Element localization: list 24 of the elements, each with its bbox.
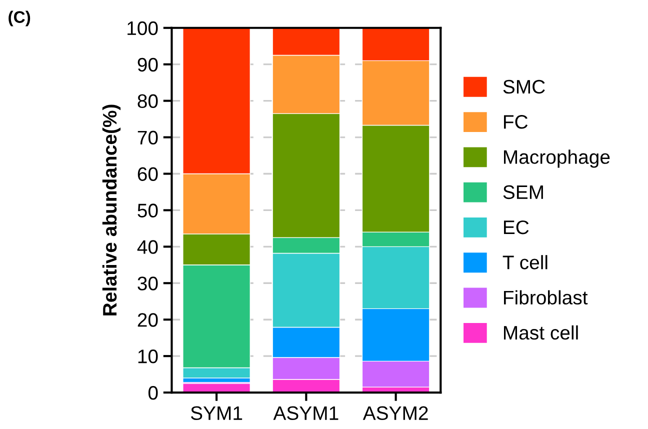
- y-tick-label: 30: [138, 276, 158, 290]
- legend-label: SMC: [503, 80, 545, 94]
- y-axis-title: Relative abundance(%): [102, 104, 121, 316]
- y-tick-label: 60: [138, 167, 158, 181]
- x-tick-label: ASYM1: [273, 406, 338, 420]
- legend-label: Fibroblast: [504, 290, 588, 305]
- x-tick-label: ASYM2: [362, 406, 428, 420]
- y-tick-label: 50: [138, 204, 158, 218]
- legend-label: Macrophage: [504, 150, 610, 168]
- y-tick-label: 100: [128, 21, 158, 36]
- y-tick-label: 40: [137, 240, 158, 254]
- y-tick-label: 70: [138, 130, 158, 145]
- y-tick-label: 80: [138, 94, 158, 108]
- legend-label: Mast cell: [504, 325, 578, 340]
- y-tick-label: 10: [138, 350, 158, 364]
- y-tick-label: 20: [138, 313, 158, 327]
- legend-label: SEM: [503, 185, 543, 200]
- text: (C): [8, 10, 30, 26]
- legend-label: FC: [504, 115, 528, 129]
- x-tick-label: SYM1: [190, 406, 242, 420]
- y-tick-label: 90: [138, 58, 158, 72]
- y-tick-label: 0: [148, 386, 158, 400]
- legend-label: EC: [504, 220, 529, 234]
- legend-label: T cell: [502, 255, 548, 270]
